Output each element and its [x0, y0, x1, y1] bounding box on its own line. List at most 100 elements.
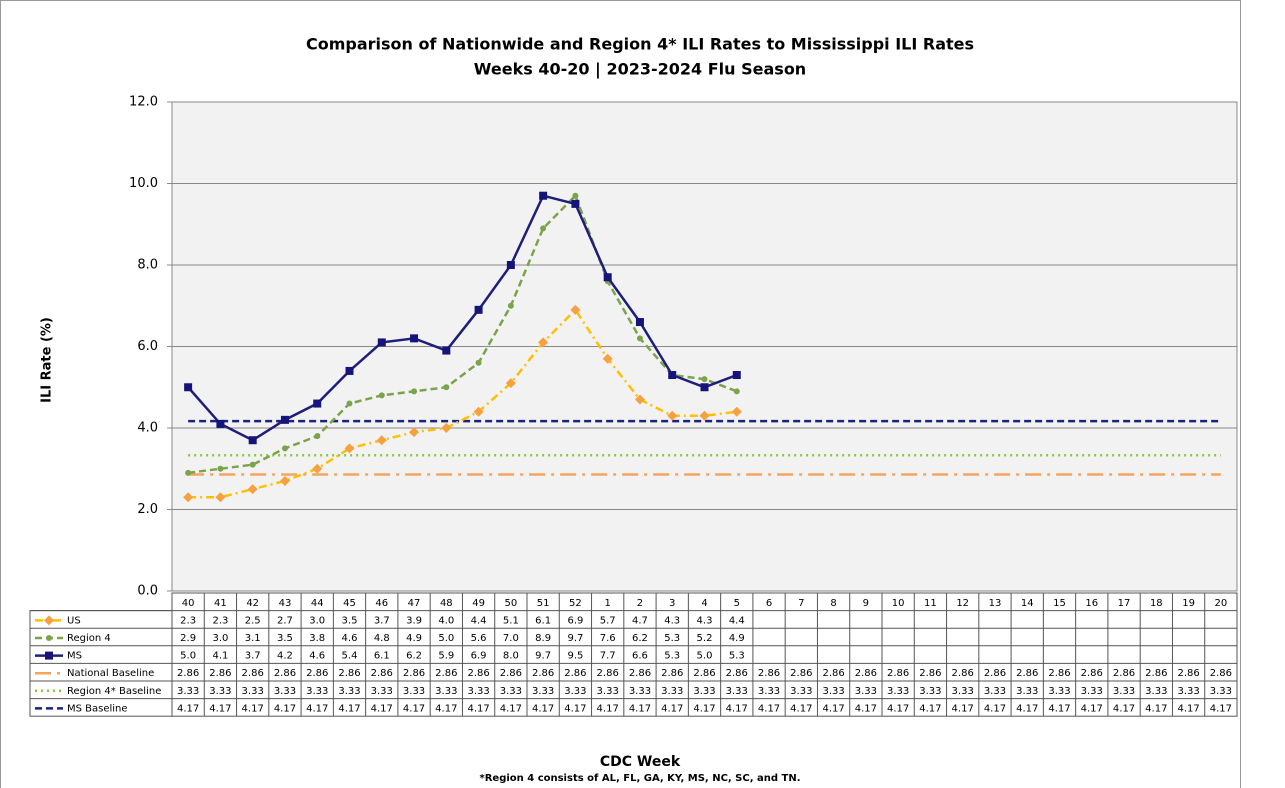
data-label: 3.7: [374, 615, 390, 626]
data-label: 2.86: [338, 668, 360, 679]
data-label: 3.33: [209, 686, 231, 697]
data-label: 2.86: [177, 668, 199, 679]
y-axis-label: ILI Rate (%): [40, 317, 55, 403]
x-tick-label: 19: [1182, 598, 1195, 609]
data-label: 3.7: [245, 651, 261, 662]
data-label: 3.9: [406, 615, 422, 626]
data-label: 5.6: [471, 633, 487, 644]
data-label: 9.7: [535, 651, 551, 662]
marker: [668, 371, 677, 380]
marker: [572, 192, 579, 199]
marker: [377, 338, 386, 347]
data-label: 5.0: [697, 651, 713, 662]
legend-label: MS Baseline: [67, 703, 128, 714]
x-tick-label: 43: [279, 598, 292, 609]
x-tick-label: 15: [1053, 598, 1066, 609]
data-label: 3.33: [726, 686, 748, 697]
x-tick-label: 7: [798, 598, 804, 609]
data-label: 2.86: [209, 668, 231, 679]
marker: [602, 353, 613, 364]
data-label: 6.9: [567, 615, 583, 626]
data-label: 4.17: [693, 703, 715, 714]
data-label: 2.86: [661, 668, 683, 679]
data-label: 3.33: [1177, 686, 1199, 697]
data-label: 2.86: [1177, 668, 1199, 679]
marker: [507, 302, 514, 309]
data-label: 4.17: [403, 703, 425, 714]
marker: [312, 463, 323, 474]
marker: [280, 415, 289, 424]
data-label: 3.33: [984, 686, 1006, 697]
x-tick-label: 4: [701, 598, 707, 609]
data-label: 2.3: [212, 615, 228, 626]
data-label: 2.86: [597, 668, 619, 679]
data-label: 3.33: [403, 686, 425, 697]
legend-label: US: [67, 615, 81, 626]
data-label: 4.6: [309, 651, 325, 662]
data-label: 5.0: [180, 651, 196, 662]
legend-label: National Baseline: [67, 668, 154, 679]
marker: [410, 334, 419, 343]
marker: [634, 394, 645, 405]
data-label: 4.17: [952, 703, 974, 714]
data-label: 4.9: [729, 633, 745, 644]
data-label: 6.9: [471, 651, 487, 662]
data-label: 4.17: [919, 703, 941, 714]
marker: [183, 492, 194, 503]
x-tick-label: 45: [343, 598, 356, 609]
data-label: 6.2: [632, 633, 648, 644]
data-label: 2.86: [532, 668, 554, 679]
data-label: 5.3: [729, 651, 745, 662]
data-label: 4.17: [274, 703, 296, 714]
data-label: 6.2: [406, 651, 422, 662]
data-label: 3.1: [245, 633, 261, 644]
marker: [185, 469, 192, 476]
data-label: 2.86: [629, 668, 651, 679]
x-tick-label: 3: [669, 598, 675, 609]
x-tick-label: 17: [1118, 598, 1131, 609]
data-label: 4.17: [564, 703, 586, 714]
marker: [411, 388, 418, 395]
data-label: 2.86: [467, 668, 489, 679]
chart-subtitle: Weeks 40-20 | 2023-2024 Flu Season: [474, 60, 806, 80]
data-label: 2.86: [500, 668, 522, 679]
data-label: 4.17: [629, 703, 651, 714]
data-label: 3.33: [1081, 686, 1103, 697]
marker: [732, 371, 741, 380]
x-tick-label: 44: [311, 598, 324, 609]
data-label: 3.33: [855, 686, 877, 697]
x-tick-label: 5: [734, 598, 740, 609]
marker: [733, 388, 740, 395]
x-tick-label: 18: [1150, 598, 1163, 609]
marker: [571, 199, 580, 208]
data-label: 2.5: [245, 615, 261, 626]
marker: [249, 461, 256, 468]
data-label: 2.86: [822, 668, 844, 679]
data-label: 3.33: [338, 686, 360, 697]
y-tick-label: 2.0: [137, 502, 158, 517]
data-label: 5.9: [438, 651, 454, 662]
data-label: 4.3: [664, 615, 680, 626]
data-label: 4.9: [406, 633, 422, 644]
marker: [46, 635, 52, 641]
data-label: 4.17: [790, 703, 812, 714]
data-label: 2.86: [1145, 668, 1167, 679]
data-label: 3.33: [177, 686, 199, 697]
x-tick-label: 1: [604, 598, 610, 609]
data-label: 2.3: [180, 615, 196, 626]
data-label: 2.86: [1113, 668, 1135, 679]
data-label: 2.86: [952, 668, 974, 679]
data-label: 2.86: [1048, 668, 1070, 679]
marker: [346, 400, 353, 407]
data-label: 3.33: [661, 686, 683, 697]
marker: [701, 376, 708, 383]
data-label: 2.86: [758, 668, 780, 679]
chart-title: Comparison of Nationwide and Region 4* I…: [306, 35, 974, 54]
marker: [731, 406, 742, 417]
data-label: 2.86: [435, 668, 457, 679]
data-label: 2.86: [274, 668, 296, 679]
data-label: 3.33: [693, 686, 715, 697]
data-label: 4.8: [374, 633, 390, 644]
data-label: 4.17: [1081, 703, 1103, 714]
